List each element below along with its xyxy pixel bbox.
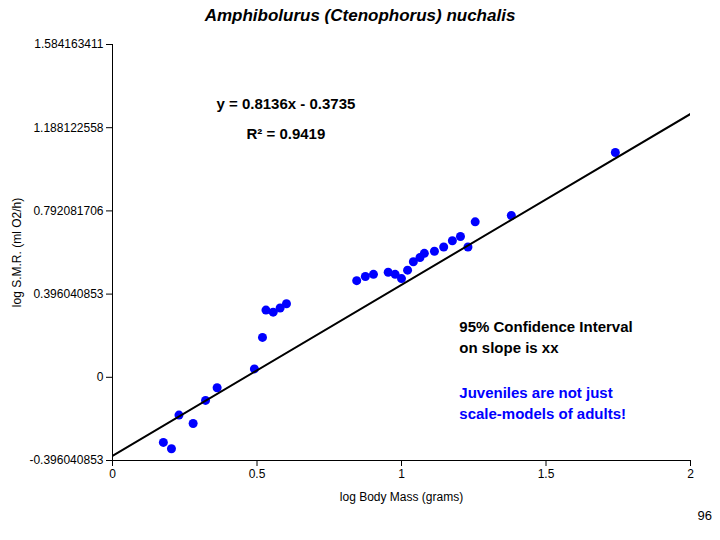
svg-text:0: 0: [109, 467, 116, 481]
svg-text:2: 2: [687, 467, 694, 481]
svg-text:0.792081706: 0.792081706: [33, 204, 103, 218]
svg-text:1.584163411: 1.584163411: [34, 37, 104, 51]
svg-text:1: 1: [398, 467, 405, 481]
svg-text:R² = 0.9419: R² = 0.9419: [246, 125, 325, 142]
svg-text:y = 0.8136x - 0.3735: y = 0.8136x - 0.3735: [216, 95, 355, 112]
svg-text:0: 0: [97, 370, 104, 384]
svg-text:Juveniles are not justscale-mo: Juveniles are not justscale-models of ad…: [459, 384, 626, 422]
svg-text:log Body Mass (grams): log Body Mass (grams): [340, 490, 463, 504]
html-text:96: 96: [697, 508, 712, 523]
svg-text:0.5: 0.5: [249, 467, 266, 481]
svg-text:0.396040853: 0.396040853: [33, 287, 103, 301]
svg-text:95% Confidence Intervalon slop: 95% Confidence Intervalon slope is xx: [459, 318, 632, 356]
html-text:Amphibolurus (Ctenophorus) nuc: Amphibolurus (Ctenophorus) nuchalis: [204, 6, 516, 25]
svg-text:1.188122558: 1.188122558: [33, 121, 103, 135]
svg-text:log S.M.R. (ml O2/h): log S.M.R. (ml O2/h): [10, 198, 24, 307]
svg-text:-0.396040853: -0.396040853: [29, 453, 103, 467]
svg-text:1.5: 1.5: [538, 467, 555, 481]
